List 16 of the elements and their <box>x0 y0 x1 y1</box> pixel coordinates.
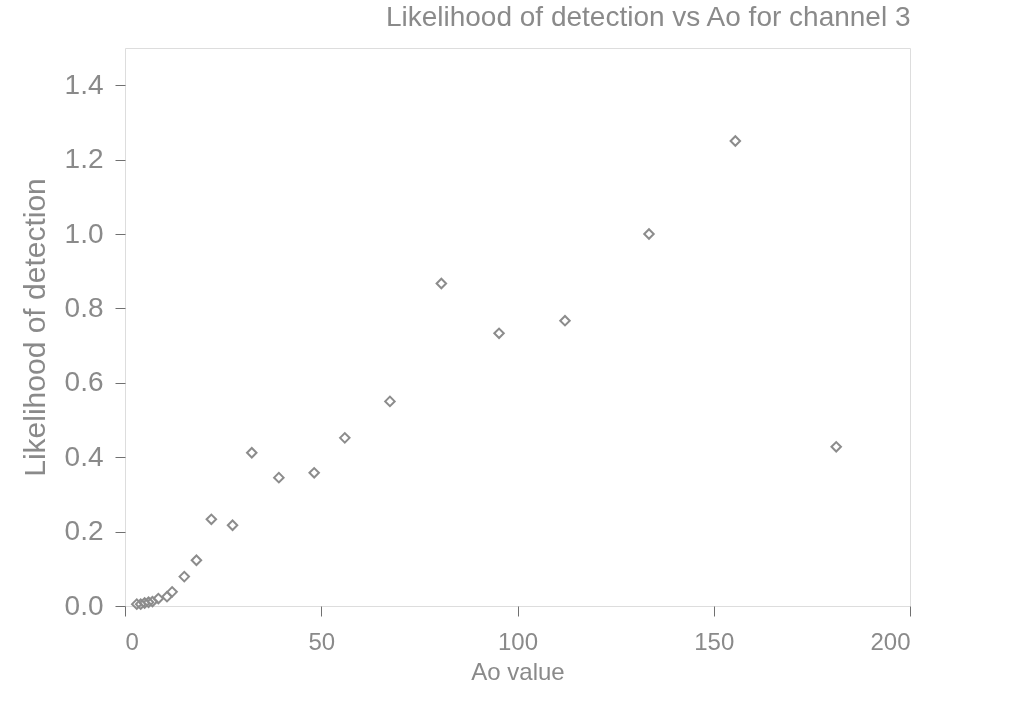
chart-title: Likelihood of detection vs Ao for channel 3 <box>385 1 911 32</box>
x-tick-label: 0 <box>125 627 139 655</box>
y-tick-label: 0.0 <box>64 589 104 621</box>
x-tick-label: 200 <box>870 627 911 655</box>
y-tick-label: 0.8 <box>64 291 104 323</box>
x-tick-label: 50 <box>308 627 336 655</box>
y-tick-label: 0.6 <box>64 366 104 398</box>
y-tick-label: 0.2 <box>64 515 104 547</box>
x-axis-title: Ao value <box>471 657 565 685</box>
y-axis-title: Likelihood of detection <box>17 178 51 477</box>
y-tick-label: 1.2 <box>64 143 104 175</box>
y-tick-label: 0.4 <box>64 440 104 472</box>
y-tick-label: 1.4 <box>64 68 104 100</box>
x-tick-label: 150 <box>694 627 735 655</box>
y-tick-label: 1.0 <box>64 217 104 249</box>
x-tick-label: 100 <box>497 627 539 655</box>
